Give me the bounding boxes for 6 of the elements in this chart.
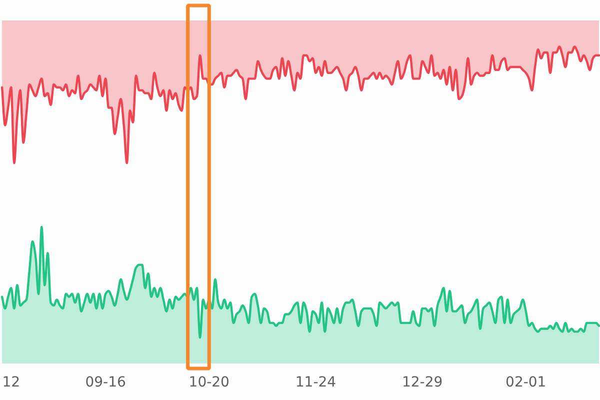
x-tick-label: 09-16 (85, 374, 126, 390)
x-tick-label: 11-24 (295, 374, 336, 390)
x-tick-label: 10-20 (188, 374, 230, 390)
x-tick-label: 02-01 (506, 374, 546, 390)
x-tick-label: 12 (2, 374, 20, 390)
x-tick-label: 12-29 (402, 374, 443, 390)
